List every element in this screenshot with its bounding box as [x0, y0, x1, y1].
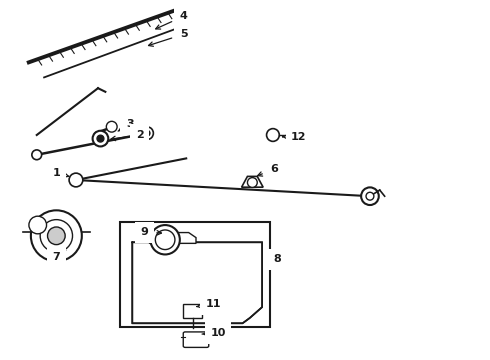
Ellipse shape [29, 216, 47, 234]
Text: 6: 6 [258, 164, 278, 176]
Text: 11: 11 [197, 299, 221, 309]
Bar [183, 304, 202, 318]
Ellipse shape [361, 188, 379, 205]
Ellipse shape [93, 131, 108, 147]
Text: 5: 5 [148, 29, 188, 46]
Ellipse shape [31, 210, 82, 261]
FancyBboxPatch shape [183, 332, 209, 347]
Ellipse shape [69, 173, 83, 187]
Polygon shape [149, 233, 196, 243]
FancyBboxPatch shape [120, 222, 270, 327]
Ellipse shape [144, 130, 150, 136]
Ellipse shape [267, 129, 279, 141]
Text: 8: 8 [273, 254, 281, 264]
Ellipse shape [366, 192, 374, 200]
Ellipse shape [97, 135, 104, 142]
Text: 10: 10 [202, 328, 226, 338]
Text: 4: 4 [156, 11, 188, 29]
Text: 9: 9 [141, 227, 161, 237]
Ellipse shape [150, 225, 180, 255]
Text: 2: 2 [111, 130, 144, 141]
Ellipse shape [32, 150, 42, 160]
Polygon shape [132, 242, 262, 323]
Text: 1: 1 [52, 168, 69, 178]
Ellipse shape [106, 121, 117, 132]
Ellipse shape [48, 227, 65, 245]
Ellipse shape [141, 127, 153, 140]
Ellipse shape [40, 220, 73, 252]
Text: 7: 7 [52, 251, 66, 262]
Ellipse shape [247, 177, 257, 188]
Text: 3: 3 [118, 119, 134, 131]
Polygon shape [242, 176, 263, 187]
Text: 12: 12 [283, 132, 307, 142]
Ellipse shape [155, 230, 175, 249]
